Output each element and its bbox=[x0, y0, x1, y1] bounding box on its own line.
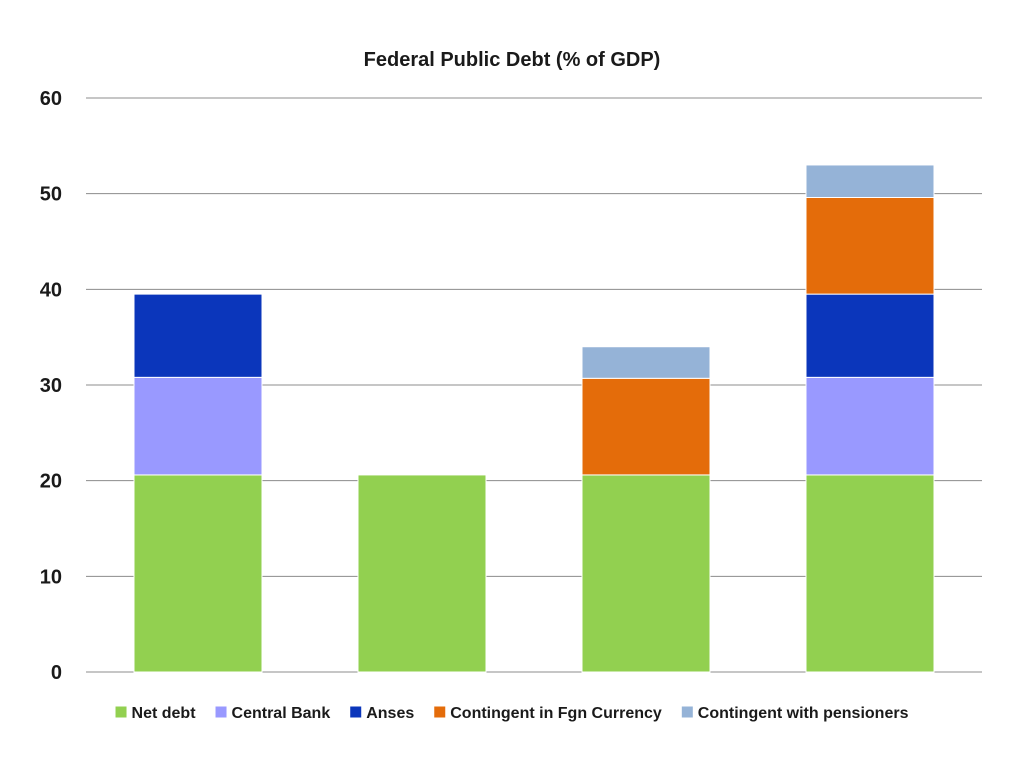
legend-swatch bbox=[115, 706, 127, 718]
legend-item: Anses bbox=[350, 705, 414, 722]
bar-segment-net-debt bbox=[357, 474, 487, 673]
legend: Net debt Central Bank Anses Contingent in F… bbox=[115, 705, 909, 722]
bar-segment-contingent-in-fgn-currency bbox=[805, 196, 935, 295]
legend-item: Central Bank bbox=[215, 705, 331, 722]
legend-swatch bbox=[215, 706, 227, 718]
legend-swatch bbox=[434, 706, 446, 718]
y-tick-label: 50 bbox=[40, 184, 62, 206]
legend-label: Contingent with pensioners bbox=[698, 705, 909, 722]
bar-segment-central-bank bbox=[133, 376, 263, 476]
chart-title: Federal Public Debt (% of GDP) bbox=[364, 49, 661, 71]
y-tick-label: 40 bbox=[40, 279, 62, 301]
bar-segment-contingent-with-pensioners bbox=[581, 346, 711, 379]
bar-segment-net-debt bbox=[133, 474, 263, 673]
bar-segment-central-bank bbox=[805, 376, 935, 476]
bar-segment-contingent-in-fgn-currency bbox=[581, 377, 711, 476]
y-tick-label: 60 bbox=[40, 88, 62, 110]
y-tick-label: 0 bbox=[51, 662, 62, 684]
legend-item: Contingent with pensioners bbox=[681, 705, 909, 722]
bar-segment-net-debt bbox=[805, 474, 935, 673]
bar-segment-anses bbox=[133, 293, 263, 378]
bar-segment-anses bbox=[805, 293, 935, 378]
legend-item: Net debt bbox=[115, 705, 197, 722]
bar-segment-net-debt bbox=[581, 474, 711, 673]
y-tick-label: 30 bbox=[40, 375, 62, 397]
legend-swatch bbox=[350, 706, 362, 718]
legend-label: Central Bank bbox=[232, 705, 331, 722]
y-axis-ticks: 0 10 20 30 40 50 60 bbox=[40, 88, 62, 684]
legend-swatch bbox=[681, 706, 693, 718]
legend-label: Contingent in Fgn Currency bbox=[450, 705, 662, 722]
legend-label: Anses bbox=[366, 705, 414, 722]
y-tick-label: 10 bbox=[40, 566, 62, 588]
legend-item: Contingent in Fgn Currency bbox=[434, 705, 662, 722]
legend-label: Net debt bbox=[132, 705, 197, 722]
y-tick-label: 20 bbox=[40, 471, 62, 493]
bar-segment-contingent-with-pensioners bbox=[805, 164, 935, 198]
bars bbox=[133, 164, 935, 673]
